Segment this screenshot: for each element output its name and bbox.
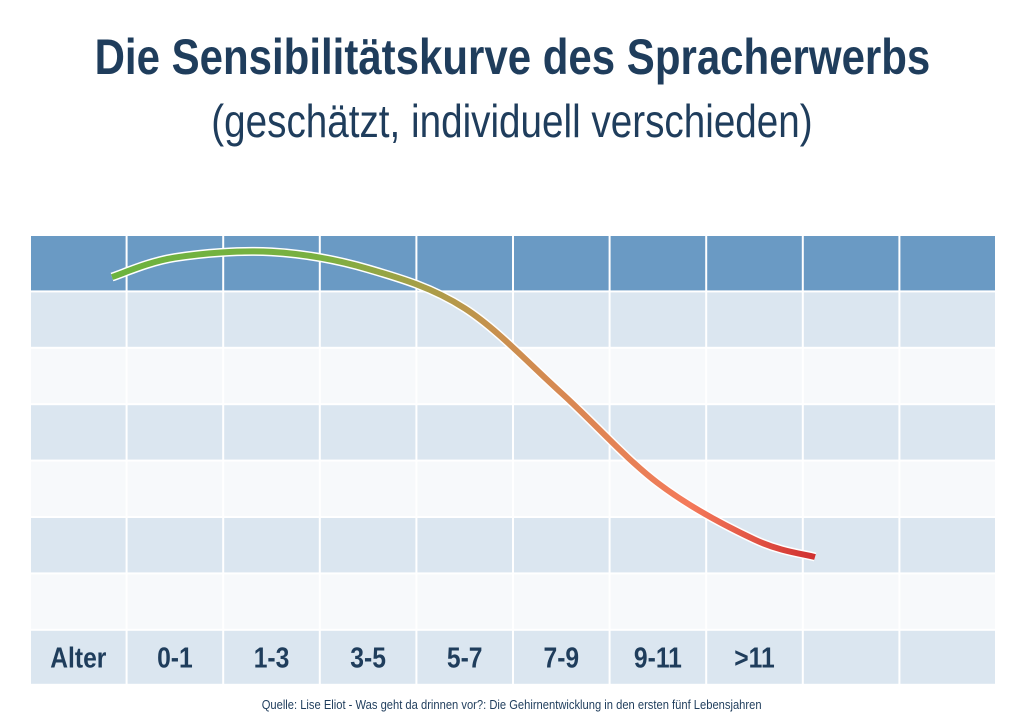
label-cell (31, 630, 126, 684)
grid-cell (610, 292, 706, 347)
grid-cell (803, 292, 899, 347)
grid-cell (417, 461, 512, 516)
grid-cell (707, 574, 802, 629)
grid-cell (224, 348, 319, 404)
chart-subtitle-text: (geschätzt, individuell verschieden) (211, 95, 813, 147)
grid-cell (803, 574, 899, 629)
chart-title-text: Die Sensibilitätskurve des Spracherwerbs (94, 29, 930, 85)
grid-cell (127, 461, 223, 516)
grid-cell (900, 292, 995, 347)
grid-cell (417, 518, 512, 573)
grid-cell (514, 574, 609, 629)
grid-cell (900, 461, 995, 516)
grid-cell (127, 348, 223, 404)
label-cell (127, 630, 223, 684)
grid (31, 236, 995, 684)
grid-cell (417, 574, 512, 629)
age-labels: Alter 0-1 1-3 3-5 5-7 7-9 9-11 >11 (50, 641, 775, 673)
age-label-4: 7-9 (543, 641, 579, 673)
grid-cell (900, 405, 995, 460)
age-label-2: 3-5 (350, 641, 386, 673)
label-cell (514, 630, 609, 684)
grid-cell (320, 348, 416, 404)
grid-cell (31, 461, 126, 516)
grid-cell (610, 518, 706, 573)
age-label-3: 5-7 (447, 641, 483, 673)
grid-cell (514, 518, 609, 573)
label-cell (610, 630, 706, 684)
grid-cell (417, 405, 512, 460)
grid-cell (514, 461, 609, 516)
grid-cell (224, 236, 319, 291)
grid-cell (803, 348, 899, 404)
grid-cell (224, 518, 319, 573)
age-label-6: >11 (734, 641, 774, 673)
grid-cell (417, 348, 512, 404)
grid-cell (320, 405, 416, 460)
label-cell (707, 630, 802, 684)
grid-cell (320, 518, 416, 573)
grid-cell (803, 461, 899, 516)
grid-cell (707, 461, 802, 516)
grid-cell (610, 574, 706, 629)
grid-cell (514, 292, 609, 347)
grid-cell (31, 292, 126, 347)
label-cell (320, 630, 416, 684)
grid-cell (610, 236, 706, 291)
grid-cell (707, 236, 802, 291)
grid-cell (320, 292, 416, 347)
source-note: Quelle: Lise Eliot - Was geht da drinnen… (0, 697, 1024, 712)
grid-cell (610, 348, 706, 404)
grid-cell (707, 348, 802, 404)
age-label-1: 1-3 (254, 641, 290, 673)
grid-cell (320, 461, 416, 516)
sensitivity-curve (111, 248, 816, 560)
chart-title: Die Sensibilitätskurve des Spracherwerbs (0, 28, 1024, 86)
grid-cell (514, 236, 609, 291)
label-cell (803, 630, 899, 684)
grid-cell (707, 405, 802, 460)
grid-cell (900, 574, 995, 629)
grid-cell (803, 405, 899, 460)
grid-cell (127, 405, 223, 460)
grid-cell (127, 292, 223, 347)
grid-cell (803, 236, 899, 291)
age-label-0: 0-1 (157, 641, 193, 673)
row-label-alter: Alter (50, 641, 107, 673)
age-label-5: 9-11 (634, 641, 682, 673)
grid-cell (224, 574, 319, 629)
chart-subtitle: (geschätzt, individuell verschieden) (0, 94, 1024, 148)
grid-cell (224, 461, 319, 516)
grid-cell (127, 518, 223, 573)
grid-cell (31, 236, 126, 291)
grid-cell (900, 348, 995, 404)
grid-cell (31, 405, 126, 460)
grid-cell (224, 292, 319, 347)
label-cell (417, 630, 512, 684)
label-cell (224, 630, 319, 684)
grid-cell (900, 518, 995, 573)
grid-cell (417, 236, 512, 291)
source-text: Quelle: Lise Eliot - Was geht da drinnen… (262, 697, 762, 712)
grid-cell (224, 405, 319, 460)
grid-cell (320, 574, 416, 629)
grid-cell (31, 574, 126, 629)
grid-cell (31, 518, 126, 573)
grid-cell (127, 574, 223, 629)
grid-cell (900, 236, 995, 291)
grid-cell (707, 292, 802, 347)
grid-cell (514, 405, 609, 460)
label-cell (900, 630, 995, 684)
grid-cell (31, 348, 126, 404)
grid-cell (803, 518, 899, 573)
